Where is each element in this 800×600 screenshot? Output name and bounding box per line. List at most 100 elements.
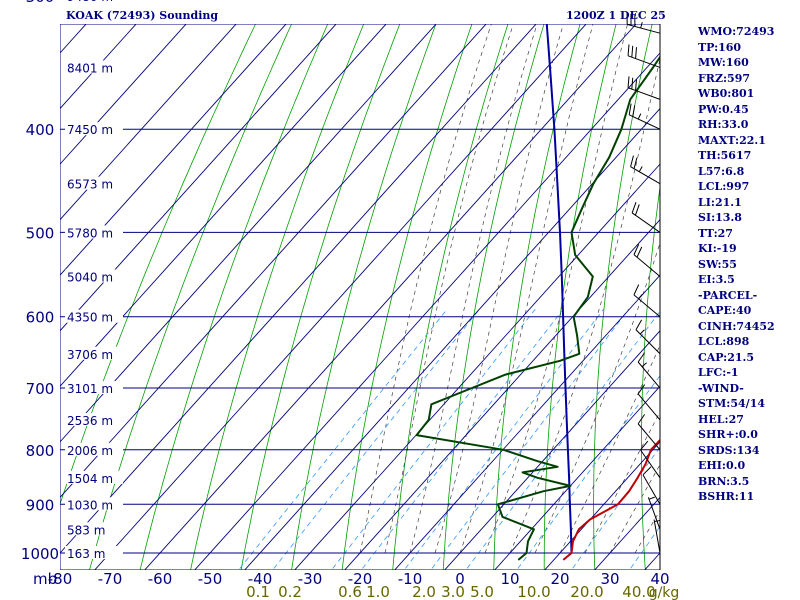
barb-half-flag [638, 293, 643, 300]
isotherm [294, 163, 660, 570]
temperature-tick-label: -70 [98, 570, 123, 588]
barb-flag [633, 157, 638, 169]
index-item: FRZ:597 [698, 71, 751, 85]
mixing-ratio-line [331, 308, 536, 570]
barb-flag [636, 246, 643, 258]
height-label: 2536 m [67, 414, 113, 428]
barb-staff [627, 23, 661, 34]
index-item: LCL:997 [698, 180, 750, 193]
pressure-tick-label: 300 [26, 0, 55, 6]
barb-staff [653, 519, 661, 554]
index-item: MAXT:22.1 [698, 133, 766, 147]
index-item: EI:3.5 [698, 273, 735, 286]
barb-half-flag [648, 496, 655, 500]
index-item: TP:160 [698, 40, 742, 54]
barb-flag [633, 244, 640, 255]
mixing-ratio-label: 3.0 [441, 583, 465, 600]
temperature-tick-label: -80 [48, 570, 73, 588]
height-label-bg [65, 309, 123, 323]
height-label: 5780 m [67, 226, 113, 240]
isotherm [60, 24, 487, 499]
pressure-tick-label: 900 [26, 496, 55, 514]
height-label-bg [65, 269, 123, 283]
index-item: TT:27 [698, 226, 733, 240]
wind-barb [630, 155, 661, 185]
barb-staff [640, 449, 661, 479]
wind-barb [626, 12, 661, 34]
pressure-tick-label: 500 [26, 224, 55, 242]
height-label-bg [65, 122, 123, 136]
height-label: 5040 m [67, 271, 113, 285]
barb-flag [631, 202, 637, 214]
mixing-ratio-label: 0.2 [278, 583, 302, 600]
index-item: -WIND- [698, 381, 744, 395]
index-item: WMO:72493 [698, 25, 775, 38]
isotherm [144, 24, 637, 570]
barb-flag [642, 466, 652, 476]
isotherm [60, 24, 87, 54]
index-item: SHR+:0.0 [698, 428, 758, 441]
index-item: KI:-19 [698, 242, 737, 255]
isotherm [60, 24, 337, 332]
barb-flag [631, 77, 634, 90]
dry-adiabat [190, 24, 365, 570]
pressure-tick-label: 800 [26, 442, 55, 460]
mixing-ratio-line [238, 308, 448, 570]
temperature-tick-label: -60 [148, 570, 173, 588]
isotherm [244, 107, 660, 570]
dry-adiabat [493, 24, 581, 570]
isotherm [494, 385, 660, 570]
observation-time: 1200Z 1 DEC 25 [566, 9, 666, 22]
temperature-tick-label: 40 [650, 570, 669, 588]
temperature-tick-label: 20 [550, 570, 569, 588]
barb-flag [627, 76, 630, 88]
mixing-ratio-label: 40.0 [622, 583, 655, 600]
temperature-tick-label: 10 [500, 570, 519, 588]
isotherm [60, 24, 387, 388]
barb-flag [637, 352, 646, 363]
mixing-ratio-label: 1.0 [366, 583, 390, 600]
barb-staff [627, 87, 661, 100]
barb-flag [635, 47, 638, 59]
pressure-tick-label: 1000 [21, 545, 59, 563]
index-item: -PARCEL- [698, 288, 758, 302]
dry-adiabat [442, 24, 545, 570]
sounding-profiles [415, 24, 660, 561]
barb-staff [637, 361, 661, 389]
isotherm [60, 24, 537, 554]
index-item: TH:5617 [698, 149, 752, 162]
index-item: BSHR:11 [698, 490, 755, 503]
barb-staff [635, 329, 661, 355]
barb-staff [627, 55, 661, 68]
wind-barb [627, 44, 661, 68]
barb-staff [633, 294, 661, 318]
index-item: MW:160 [698, 56, 749, 69]
temperature-tick-label: -30 [298, 570, 323, 588]
barb-staff [647, 497, 661, 530]
barb-flag [627, 44, 630, 56]
height-label-bg [65, 470, 123, 484]
barb-staff [633, 254, 661, 277]
barb-staff [628, 114, 661, 130]
barb-staff [642, 474, 661, 505]
mixing-ratio-line [465, 310, 660, 570]
index-item: L57:6.8 [698, 164, 745, 178]
mixing-ratio-label: 10.0 [517, 583, 550, 600]
isotherm [194, 52, 660, 570]
index-item: SW:55 [698, 257, 737, 271]
height-label-bg [65, 60, 123, 74]
temperature-tick-label: -20 [348, 570, 373, 588]
dry-adiabat [341, 24, 473, 570]
dry-adiabat [240, 24, 401, 570]
mixing-ratio-line [272, 308, 480, 570]
moist-adiabat [409, 24, 538, 554]
pressure-unit-label: mb [33, 570, 57, 588]
barb-flag [637, 384, 646, 395]
barb-flag [631, 45, 634, 58]
barb-flag [630, 155, 634, 167]
dry-adiabat [641, 184, 660, 570]
wind-barbs [626, 12, 661, 570]
index-item: WB0:801 [698, 87, 755, 100]
dewpoint-trace [415, 55, 660, 561]
